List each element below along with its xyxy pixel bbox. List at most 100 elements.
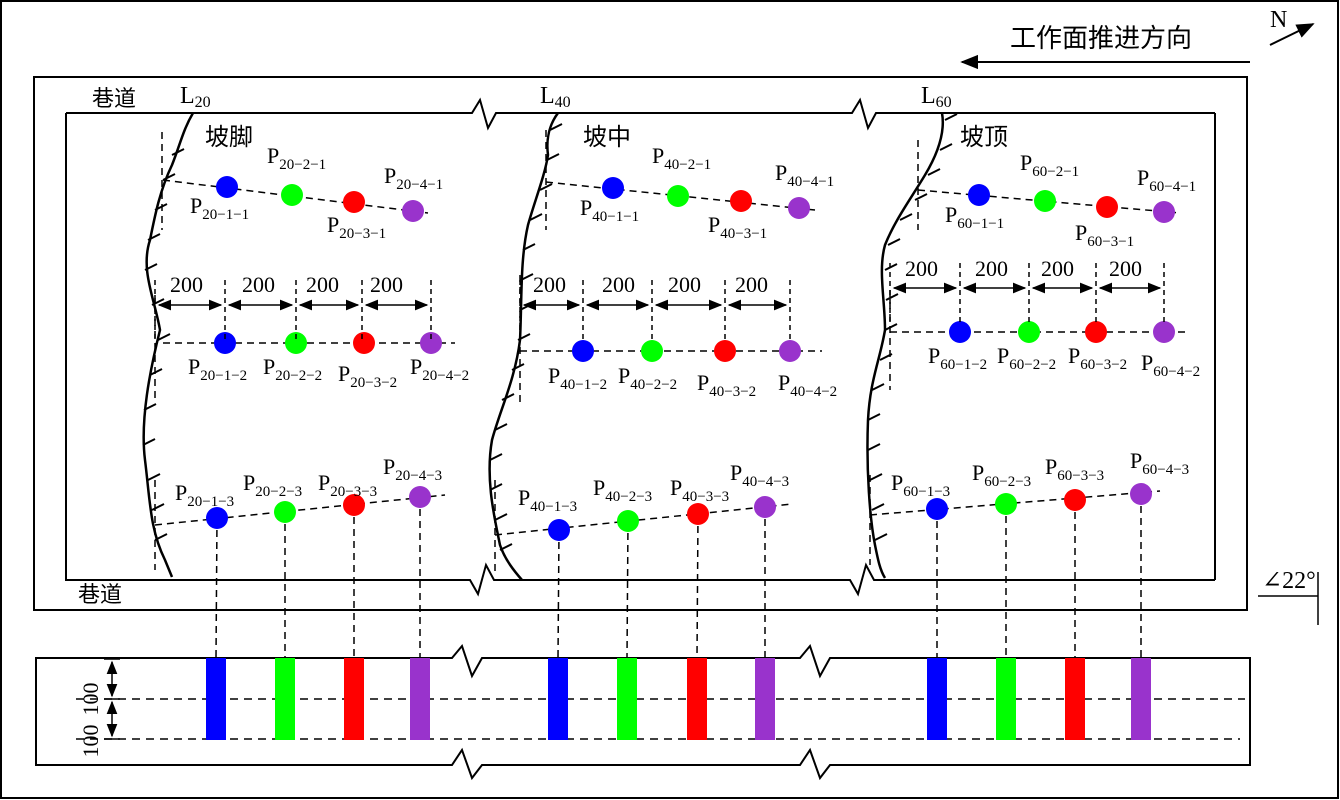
crack-hatch-L40-10	[494, 423, 508, 431]
crack-hatch-L60-14	[871, 503, 885, 511]
spacing-dim-label-L20-1: 200	[170, 272, 203, 297]
north-arrow-icon	[1269, 23, 1315, 46]
point-label-20-3-1: P20−3−1	[327, 212, 386, 242]
monitoring-point-20-1-2	[214, 332, 236, 354]
monitoring-point-40-4-2	[779, 340, 801, 362]
point-label-60-2-3: P60−2−3	[972, 460, 1031, 490]
point-label-40-3-2: P40−3−2	[697, 370, 756, 400]
crack-hatch-L40-11	[489, 453, 503, 461]
spacing-dim-label-L40-4: 200	[735, 272, 768, 297]
survey-line-label-L40: L40	[540, 83, 571, 111]
crack-hatch-L60-8	[884, 323, 898, 331]
point-label-40-4-1: P40−4−1	[775, 160, 834, 190]
point-label-60-4-2: P60−4−2	[1141, 350, 1200, 380]
slope-position-label-L20: 坡脚	[205, 123, 253, 151]
point-label-60-4-3: P60−4−3	[1130, 448, 1189, 478]
crack-hatch-L20-7	[149, 368, 163, 376]
crack-hatch-L40-8	[511, 363, 525, 371]
point-label-60-3-1: P60−3−1	[1075, 220, 1134, 250]
projection-line-40-3-3	[696, 513, 699, 659]
slope-position-label-L40: 坡中	[583, 123, 631, 151]
crack-hatch-L20-6	[157, 333, 171, 341]
spacing-dim-label-L60-1: 200	[905, 256, 938, 281]
projection-line-20-1-3	[215, 517, 218, 659]
monitoring-point-40-1-1	[602, 177, 624, 199]
crack-hatch-L60-5	[887, 238, 901, 246]
point-label-20-3-3: P20−3−3	[318, 470, 377, 500]
point-label-20-1-2: P20−1−2	[188, 354, 247, 384]
roadway-inner-outline-top	[66, 97, 1215, 131]
monitoring-point-20-4-2	[420, 332, 442, 354]
measuring-line-L60-row1	[917, 189, 1181, 214]
spacing-dim-label-L40-2: 200	[602, 272, 635, 297]
crack-hatch-L60-4	[899, 213, 913, 221]
point-label-20-1-3: P20−1−3	[175, 480, 234, 510]
crack-hatch-L40-14	[499, 543, 513, 551]
crack-hatch-L20-12	[154, 533, 168, 541]
borehole-column-40-2	[617, 658, 637, 740]
point-label-40-2-1: P40−2−1	[652, 143, 711, 173]
monitoring-point-40-3-1	[730, 190, 752, 212]
monitoring-point-60-1-2	[949, 321, 971, 343]
monitoring-point-60-4-1	[1153, 201, 1175, 223]
crack-hatch-L60-13	[869, 473, 883, 481]
dynamic-layer: L20 坡脚 P20−1−1 P20−2−1 P20−3−1 P20−4−1 P20−1−2…	[142, 83, 1200, 740]
point-label-40-4-3: P40−4−3	[730, 460, 789, 490]
crack-hatch-L20-2	[154, 203, 168, 211]
roadway-label-bottom: 巷道	[78, 583, 122, 608]
borehole-column-60-3	[1065, 658, 1085, 740]
crack-hatch-L60-10	[871, 383, 885, 391]
crack-hatch-L40-13	[494, 513, 508, 521]
crack-hatch-L60-1	[939, 143, 953, 151]
crack-hatch-L60-12	[867, 443, 881, 451]
point-label-60-3-3: P60−3−3	[1045, 454, 1104, 484]
dip-angle-label: ∠22°	[1262, 568, 1316, 594]
crack-boundary-L20	[142, 112, 195, 578]
monitoring-point-20-3-2	[353, 332, 375, 354]
crack-hatch-L60-2	[927, 168, 941, 176]
point-label-40-2-3: P40−2−3	[593, 475, 652, 505]
monitoring-point-20-4-1	[402, 200, 424, 222]
crack-hatch-L60-11	[867, 413, 881, 421]
crack-boundary-L60	[866, 112, 945, 579]
monitoring-point-40-4-1	[788, 197, 810, 219]
crack-hatch-L60-7	[885, 293, 899, 301]
roadway-label-top: 巷道	[92, 87, 136, 112]
crack-hatch-L40-4	[522, 243, 536, 251]
working-face-outline	[33, 76, 1248, 611]
monitoring-point-40-1-2	[572, 340, 594, 362]
point-label-20-2-1: P20−2−1	[267, 143, 326, 173]
depth-dim-label-2: 100	[78, 725, 103, 758]
monitoring-point-60-2-3	[995, 493, 1017, 515]
point-label-60-4-1: P60−4−1	[1137, 165, 1196, 195]
crack-hatch-L20-3	[147, 233, 161, 241]
borehole-column-60-4	[1131, 658, 1151, 740]
crack-hatch-L60-6	[884, 263, 898, 271]
crack-hatch-L20-4	[144, 263, 158, 271]
crack-hatch-L40-0	[549, 123, 563, 131]
monitoring-point-60-2-1	[1034, 190, 1056, 212]
monitoring-point-20-1-1	[216, 176, 238, 198]
point-label-40-1-1: P40−1−1	[580, 195, 639, 225]
point-label-20-4-3: P20−4−3	[383, 454, 442, 484]
monitoring-point-20-4-3	[409, 486, 431, 508]
crack-hatch-L20-11	[151, 503, 165, 511]
monitoring-point-60-1-1	[968, 184, 990, 206]
monitoring-point-60-3-3	[1064, 489, 1086, 511]
monitoring-point-20-2-1	[281, 184, 303, 206]
monitoring-point-40-2-3	[617, 510, 639, 532]
borehole-column-60-2	[996, 658, 1016, 740]
borehole-column-40-3	[687, 658, 707, 740]
point-label-20-1-1: P20−1−1	[190, 193, 249, 223]
point-label-60-2-2: P60−2−2	[997, 343, 1056, 373]
spacing-dim-label-L20-3: 200	[306, 272, 339, 297]
crack-hatch-L60-15	[874, 533, 888, 541]
monitoring-point-20-3-3	[343, 494, 365, 516]
point-label-40-1-2: P40−1−2	[548, 363, 607, 393]
roadway-inner-outline-bottom	[65, 113, 1215, 597]
advance-direction-label: 工作面推进方向	[1010, 24, 1192, 54]
crack-hatch-L20-10	[147, 473, 161, 481]
crack-hatch-L60-0	[944, 113, 958, 121]
point-label-20-2-3: P20−2−3	[243, 470, 302, 500]
borehole-column-40-4	[755, 658, 775, 740]
